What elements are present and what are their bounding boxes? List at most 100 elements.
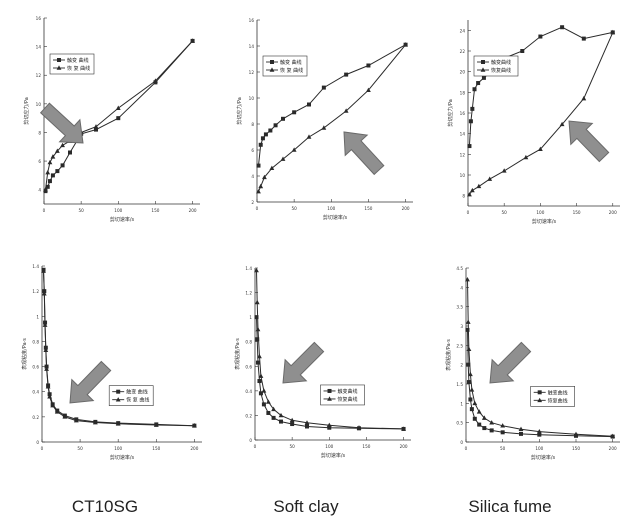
y-tick-label: 16 xyxy=(36,16,42,21)
y-tick-label: 14 xyxy=(460,132,466,137)
data-point xyxy=(47,159,53,165)
data-point xyxy=(290,422,295,427)
y-tick-label: 1 xyxy=(249,315,252,320)
data-point xyxy=(256,163,261,168)
x-tick-label: 100 xyxy=(114,446,122,451)
legend-label: 触变曲线 xyxy=(491,59,511,66)
data-point xyxy=(489,428,494,433)
data-point xyxy=(42,322,48,327)
y-axis-label: 表观粘度/Pa·s xyxy=(445,339,452,371)
data-point xyxy=(468,119,473,124)
data-point xyxy=(482,426,487,431)
y-tick-label: 0 xyxy=(460,440,463,445)
y-tick-label: 0.4 xyxy=(32,390,39,395)
data-point xyxy=(481,75,486,80)
legend-marker xyxy=(327,388,332,393)
data-point xyxy=(477,422,482,427)
x-tick-label: 100 xyxy=(325,444,333,449)
y-tick-label: 16 xyxy=(460,111,466,116)
legend-label: 触变曲线 xyxy=(548,389,568,396)
data-point xyxy=(469,387,475,392)
data-point xyxy=(476,409,482,414)
x-tick-label: 0 xyxy=(43,208,46,213)
y-tick-label: 8 xyxy=(38,130,41,135)
data-point xyxy=(258,391,263,396)
arrow-annotation-5 xyxy=(282,341,325,384)
y-tick-label: 3 xyxy=(460,324,463,329)
y-tick-label: 0.8 xyxy=(245,340,252,345)
y-tick-label: 0.8 xyxy=(32,339,39,344)
data-point xyxy=(343,108,349,113)
data-point xyxy=(487,176,493,181)
data-point xyxy=(54,409,60,414)
data-point xyxy=(50,173,55,178)
data-point xyxy=(610,29,616,35)
y-tick-label: 18 xyxy=(460,90,466,95)
data-point xyxy=(465,319,471,324)
data-point xyxy=(54,148,60,153)
data-point xyxy=(94,127,98,132)
data-point xyxy=(538,34,543,39)
x-tick-label: 150 xyxy=(362,444,370,449)
y-tick-label: 8 xyxy=(462,194,465,199)
series-line-2 xyxy=(468,32,614,195)
data-point xyxy=(279,419,283,424)
series-line-2 xyxy=(256,270,404,430)
y-tick-label: 4 xyxy=(38,188,41,193)
data-point xyxy=(321,85,326,90)
x-tick-label: 0 xyxy=(465,446,468,451)
data-point xyxy=(45,184,50,189)
y-tick-label: 2.5 xyxy=(456,343,463,348)
data-point xyxy=(468,371,473,377)
data-point xyxy=(68,150,72,155)
data-point xyxy=(257,379,262,384)
y-tick-label: 1 xyxy=(460,401,463,406)
data-point xyxy=(50,402,56,408)
y-tick-label: 10 xyxy=(460,173,466,178)
data-point xyxy=(536,428,542,434)
data-point xyxy=(366,63,371,68)
series-line-1 xyxy=(468,26,613,147)
data-point xyxy=(307,102,311,107)
data-point xyxy=(292,110,297,115)
y-axis-label: 剪切应力/Pa xyxy=(236,97,243,125)
data-point xyxy=(573,431,579,437)
legend-label: 恢复曲线 xyxy=(491,67,511,74)
data-point xyxy=(466,346,472,351)
y-tick-label: 6 xyxy=(251,148,254,153)
y-tick-label: 1.4 xyxy=(245,266,252,271)
x-tick-label: 200 xyxy=(402,206,410,211)
data-point xyxy=(254,267,259,273)
data-point xyxy=(470,106,475,111)
y-tick-label: 12 xyxy=(249,70,255,75)
data-point xyxy=(326,422,332,428)
legend-marker xyxy=(269,67,275,72)
x-tick-label: 200 xyxy=(190,446,198,451)
data-point xyxy=(321,125,327,130)
data-point xyxy=(467,192,472,197)
x-tick-label: 200 xyxy=(609,210,617,215)
data-point xyxy=(256,189,261,194)
data-point xyxy=(403,42,408,47)
y-tick-label: 0.4 xyxy=(245,389,252,394)
data-point xyxy=(476,81,481,86)
legend-label: 触变 曲线 xyxy=(67,57,89,64)
legend-label: 恢 复 曲线 xyxy=(67,65,90,72)
x-axis-label: 剪切速率/s xyxy=(532,218,557,225)
legend-marker xyxy=(481,60,485,64)
y-axis-label: 剪切应力/Pa xyxy=(447,99,454,127)
data-point xyxy=(92,419,98,425)
chart-panel-4: 0 0.2 0.4 0.6 0.8 1 1.2 1.4 0 50 100 150 200 剪切速率/s 表观… xyxy=(21,264,202,461)
data-point xyxy=(489,420,495,425)
data-point xyxy=(191,423,197,428)
data-point xyxy=(291,147,297,152)
y-tick-label: 4 xyxy=(251,174,254,179)
data-point xyxy=(273,123,278,128)
x-tick-label: 150 xyxy=(572,446,580,451)
x-tick-label: 0 xyxy=(41,446,44,451)
data-point xyxy=(472,400,478,406)
data-point xyxy=(60,163,65,168)
data-point xyxy=(401,426,406,431)
arrow-annotation-3 xyxy=(568,120,610,163)
